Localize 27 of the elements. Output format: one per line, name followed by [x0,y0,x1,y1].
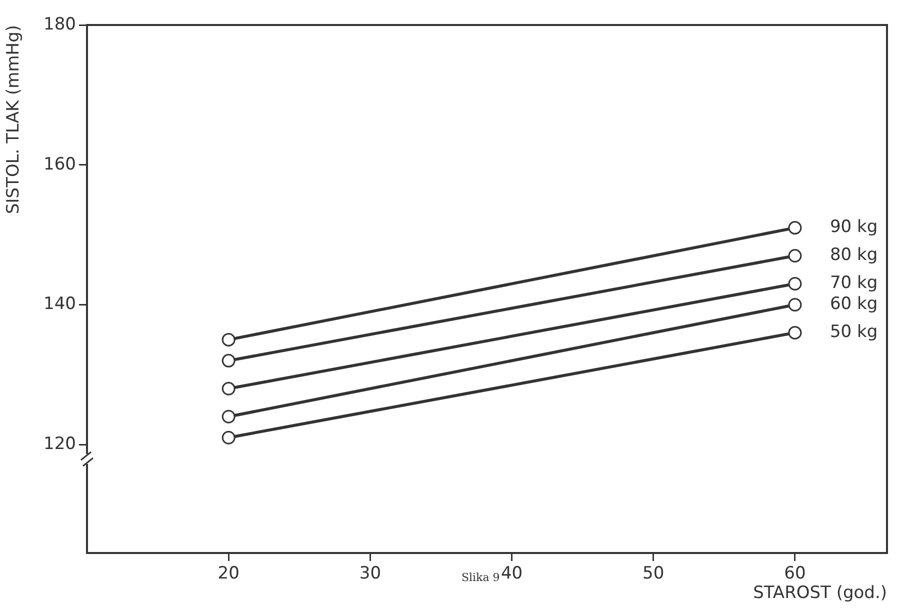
x-tick-label: 60 [784,564,806,584]
y-tick-label: 180 [44,14,76,34]
point [788,249,802,263]
x-axis-title: STAROST (god.) [753,583,887,604]
point [788,221,802,235]
point [222,410,236,424]
point [222,332,236,346]
x-tick-label: 50 [642,564,664,584]
x-tick-label: 20 [218,564,240,584]
y-tick-label: 160 [44,154,76,174]
point [788,326,802,340]
y-tick-label: 140 [44,294,76,314]
x-tick-label: 40 [500,564,523,584]
point [222,382,236,396]
series-label: 90 kg [830,217,878,238]
point [788,277,802,291]
point [788,298,802,312]
series-label: 70 kg [830,273,878,294]
text: Slika 9 [461,571,500,584]
point [222,354,236,368]
series-label: 60 kg [830,294,878,314]
series-label: 50 kg [830,322,878,342]
point [222,430,236,444]
series-label: 80 kg [830,245,878,266]
y-tick-label: 120 [44,434,76,454]
x-tick-label: 30 [359,564,382,584]
y-axis-title: SISTOL. TLAK (mmHg) [4,25,24,214]
